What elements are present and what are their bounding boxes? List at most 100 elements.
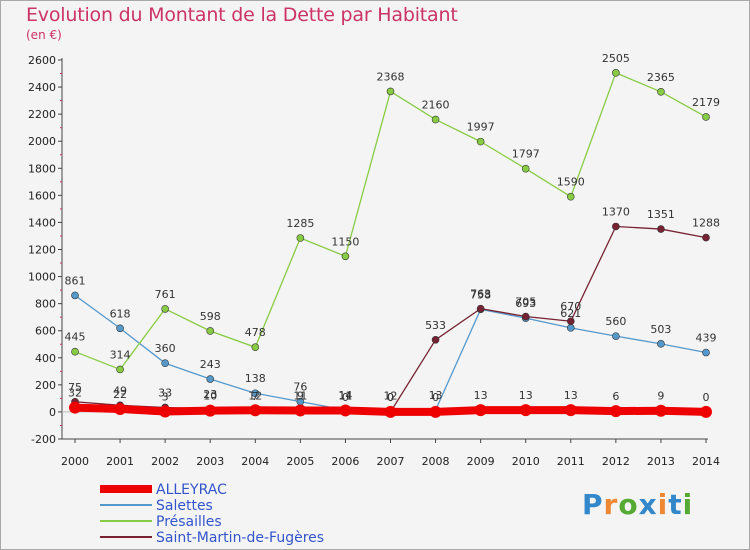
data-point [384,405,397,418]
data-point [609,405,622,418]
data-point [566,317,575,326]
data-point [69,401,81,414]
data-label: 1590 [557,176,585,189]
data-label: 0 [387,391,394,404]
data-point [206,375,215,383]
data-label: 360 [155,342,176,355]
data-label: 3 [162,391,169,404]
data-point [386,87,395,96]
data-label: 533 [425,319,446,332]
x-tick-label: 2007 [377,455,405,468]
data-label: 9 [297,390,304,403]
data-label: 621 [560,307,581,320]
data-label: 23 [203,388,217,401]
data-label: 0 [703,391,710,404]
data-point [566,324,575,332]
y-tick-label: 2000 [28,135,56,148]
data-point [657,88,665,96]
x-tick-label: 2009 [467,455,495,468]
y-tick-label: 1800 [28,162,56,175]
data-point [206,327,215,335]
data-label: 693 [515,297,536,310]
data-point [519,404,532,417]
data-point [476,304,485,313]
data-label: 705 [515,296,536,309]
y-tick-label: -200 [31,433,56,446]
data-label: 2365 [647,71,675,84]
data-label: 560 [605,315,626,328]
data-label: 10 [203,390,217,403]
data-point [339,404,352,417]
data-label: 445 [65,331,86,344]
data-point [116,365,124,374]
data-point [474,404,487,417]
data-label: 598 [200,310,221,323]
data-label: 439 [696,332,717,345]
data-label: 1797 [512,148,540,161]
data-point [114,402,127,415]
data-point [657,225,665,233]
data-label: 2368 [377,70,405,83]
data-point [71,291,79,300]
data-label: 0 [387,391,394,404]
data-label: 76 [293,381,307,394]
y-tick-label: 200 [35,379,56,392]
data-label: 49 [113,384,127,397]
data-label: 13 [564,389,578,402]
data-label: 618 [110,307,131,320]
data-label: 6 [612,390,619,403]
data-label: 13 [429,389,443,402]
data-label: 13 [474,389,488,402]
data-label: 75 [68,381,82,394]
data-point [566,192,575,201]
x-tick-label: 2010 [512,455,540,468]
data-label: 1285 [286,217,314,230]
data-point [251,343,260,352]
data-label: 1288 [692,217,720,230]
data-point [294,404,307,417]
data-point [521,164,530,173]
legend-label: Saint-Martin-de-Fugères [156,530,324,546]
data-label: 670 [560,300,581,313]
data-point [159,405,172,418]
series-2 [71,69,710,374]
y-tick-label: 400 [35,352,56,365]
data-point [612,222,620,231]
data-point [702,113,710,121]
chart-title: Evolution du Montant de la Dette par Hab… [26,4,458,26]
data-label: 14 [338,389,352,402]
data-label: 33 [158,386,172,399]
data-label: 763 [470,288,491,301]
data-label: 13 [519,389,533,402]
x-tick-label: 2012 [602,455,630,468]
data-label: 138 [245,372,266,385]
data-point [161,359,169,368]
data-point [657,340,665,348]
data-point [700,405,712,418]
data-label: 761 [155,288,176,301]
data-point [161,305,169,313]
data-point [564,404,577,417]
data-point [251,389,260,398]
y-tick-label: 1000 [28,271,56,284]
legend-label: Salettes [156,498,213,514]
x-tick-label: 2001 [106,455,134,468]
data-point [204,404,217,417]
data-label: 2179 [692,96,720,109]
data-point [431,335,440,344]
x-tick-label: 2003 [196,455,224,468]
data-point [431,115,440,124]
y-tick-label: 1200 [28,244,56,257]
data-point [476,137,485,146]
data-label: 1997 [467,121,495,134]
x-tick-label: 2006 [331,455,359,468]
data-label: 1351 [647,208,675,221]
data-label: 11 [293,389,307,402]
data-label: 314 [110,348,131,361]
data-label: 7 [252,390,259,403]
data-label: 758 [470,288,491,301]
data-label: 32 [68,387,82,400]
proxiti-logo: Proxiti [582,488,694,521]
